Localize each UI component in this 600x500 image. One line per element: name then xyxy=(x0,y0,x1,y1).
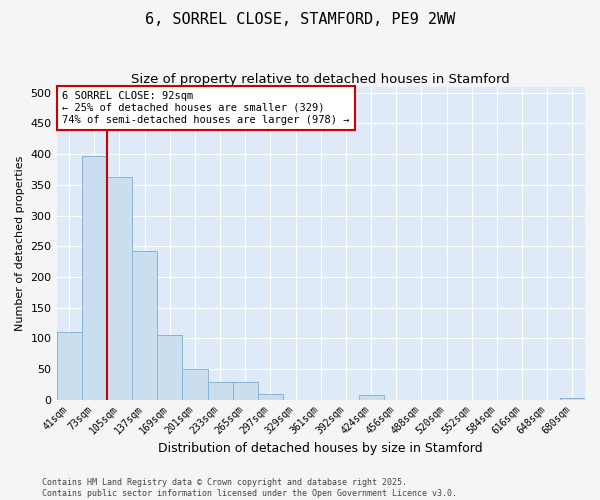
Bar xyxy=(208,382,233,400)
Bar xyxy=(560,398,585,400)
Text: 6, SORREL CLOSE, STAMFORD, PE9 2WW: 6, SORREL CLOSE, STAMFORD, PE9 2WW xyxy=(145,12,455,28)
Bar xyxy=(182,369,208,400)
Bar xyxy=(157,335,182,400)
Bar xyxy=(56,332,82,400)
Bar xyxy=(82,156,107,400)
Bar xyxy=(359,396,383,400)
Bar xyxy=(132,251,157,400)
Y-axis label: Number of detached properties: Number of detached properties xyxy=(15,156,25,331)
Text: Contains HM Land Registry data © Crown copyright and database right 2025.
Contai: Contains HM Land Registry data © Crown c… xyxy=(42,478,457,498)
Bar xyxy=(258,394,283,400)
Bar xyxy=(107,177,132,400)
X-axis label: Distribution of detached houses by size in Stamford: Distribution of detached houses by size … xyxy=(158,442,483,455)
Bar xyxy=(233,382,258,400)
Title: Size of property relative to detached houses in Stamford: Size of property relative to detached ho… xyxy=(131,72,510,86)
Text: 6 SORREL CLOSE: 92sqm
← 25% of detached houses are smaller (329)
74% of semi-det: 6 SORREL CLOSE: 92sqm ← 25% of detached … xyxy=(62,92,349,124)
